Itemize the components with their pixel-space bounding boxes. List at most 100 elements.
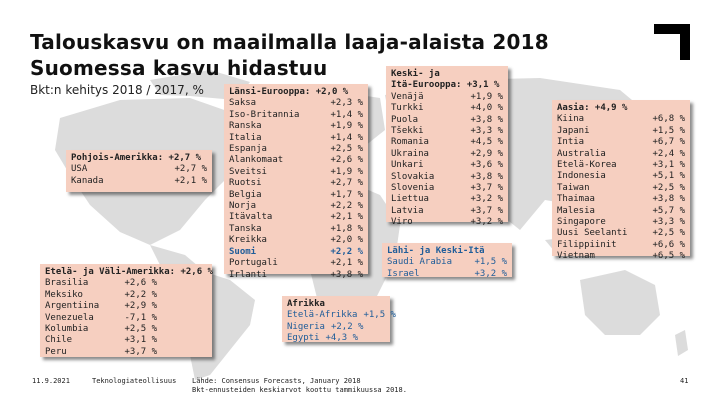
growth-value: +3,6 % <box>470 160 503 171</box>
growth-value: -7,1 % <box>124 312 157 323</box>
country-row: Slovenia +3,7 % <box>391 183 503 194</box>
growth-value: +5,1 % <box>652 171 685 182</box>
growth-value: +2,7 % <box>174 164 207 175</box>
footer-date: 11.9.2021 <box>32 377 70 385</box>
country-name: Puola <box>391 114 419 125</box>
country-name: Singapore <box>557 217 606 228</box>
country-name: Viro <box>391 217 413 228</box>
country-name: Liettua <box>391 194 429 205</box>
country-row: Portugali +2,1 % <box>229 258 363 269</box>
country-name: Turkki <box>391 103 424 114</box>
country-row: Espanja +2,5 % <box>229 144 363 155</box>
country-name: Unkari <box>391 160 424 171</box>
growth-value: +3,2 % <box>470 194 503 205</box>
country-row: Venezuela -7,1 % <box>45 313 157 324</box>
growth-value: +2,9 % <box>124 301 157 312</box>
growth-value: +6,6 % <box>652 239 685 250</box>
region-heading: Pohjois-Amerikka: +2,7 % <box>71 153 202 163</box>
growth-value: +3,7 % <box>124 346 157 357</box>
country-name: Saudi Arabia <box>387 257 453 268</box>
growth-value: +1,5 % <box>474 257 507 268</box>
country-name: Malesia <box>557 205 595 216</box>
country-row: Nigeria +2,2 % <box>287 322 385 333</box>
growth-value: +2,6 % <box>124 278 157 289</box>
growth-value: +2,1 % <box>330 212 363 223</box>
country-row: Saudi Arabia +1,5 % <box>387 257 507 268</box>
country-name: Venezuela <box>45 312 94 323</box>
country-row: Tanska +1,8 % <box>229 224 363 235</box>
growth-value: +1,9 % <box>330 166 363 177</box>
country-row: Peru +3,7 % <box>45 347 157 358</box>
country-row: Liettua +3,2 % <box>391 194 503 205</box>
country-name: Belgia <box>229 189 262 200</box>
growth-value: +3,1 % <box>652 160 685 171</box>
region-heading: Etelä- ja Väli-Amerikka: +2,6 % <box>45 267 213 277</box>
country-name: Brasilia <box>45 278 89 289</box>
country-name: Meksiko <box>45 289 83 300</box>
country-row: Brasilia +2,6 % <box>45 278 157 289</box>
country-name: Sveitsi <box>229 166 267 177</box>
region-box-africa: Afrikka Etelä-Afrikka +1,5 % Nigeria +2,2 %… <box>282 296 396 344</box>
country-row: Tšekki +3,3 % <box>391 126 503 137</box>
country-row: Israel +3,2 % <box>387 269 507 280</box>
country-name: Slovakia <box>391 171 435 182</box>
country-row: Australia +2,4 % <box>557 149 685 160</box>
region-box-middle-east: Lähi- ja Keski-Itä Saudi Arabia +1,5 % Isr… <box>382 243 512 280</box>
country-row: Turkki +4,0 % <box>391 103 503 114</box>
growth-value: +2,2 % <box>330 321 364 332</box>
region-heading-line-1: Keski- ja <box>391 69 440 79</box>
growth-value: +6,7 % <box>652 137 685 148</box>
growth-value: +2,1 % <box>174 175 207 186</box>
growth-value: +2,2 % <box>330 201 363 212</box>
country-row: Singapore +3,3 % <box>557 217 685 228</box>
country-name: Suomi <box>229 246 257 257</box>
country-row: Unkari +3,6 % <box>391 160 503 171</box>
country-name: Portugali <box>229 258 278 269</box>
country-name: USA <box>71 164 88 175</box>
region-box-north-america: Pohjois-Amerikka: +2,7 % USA +2,7 % Kanada… <box>66 150 212 192</box>
page-subtitle: Bkt:n kehitys 2018 / 2017, % <box>30 83 204 97</box>
country-name: Irlanti <box>229 269 267 280</box>
country-name: Uusi Seelanti <box>557 228 628 239</box>
country-name: Intia <box>557 137 585 148</box>
growth-value: +4,0 % <box>470 103 503 114</box>
country-row: Malesia +5,7 % <box>557 206 685 217</box>
country-name: Romania <box>391 137 429 148</box>
footer-org: Teknologiateollisuus <box>92 377 177 385</box>
country-row: Vietnam +6,5 % <box>557 251 685 262</box>
country-row: Meksiko +2,2 % <box>45 290 157 301</box>
country-row: Itävalta +2,1 % <box>229 212 363 223</box>
country-name: Itävalta <box>229 212 273 223</box>
growth-value: +4,3 % <box>325 333 359 344</box>
country-row: Chile +3,1 % <box>45 335 157 346</box>
country-name: Saksa <box>229 98 257 109</box>
country-name: Italia <box>229 132 262 143</box>
country-name: Venäjä <box>391 91 424 102</box>
country-row: Irlanti +3,8 % <box>229 270 363 281</box>
growth-value: +2,5 % <box>652 228 685 239</box>
growth-value: +1,9 % <box>470 91 503 102</box>
growth-value: +3,1 % <box>124 335 157 346</box>
growth-value: +2,6 % <box>330 155 363 166</box>
page-number: 41 <box>680 377 689 385</box>
region-rows: Etelä-Afrikka +1,5 % Nigeria +2,2 % Egypti +4… <box>287 310 396 344</box>
country-name: Alankomaat <box>229 155 284 166</box>
growth-value: +2,4 % <box>652 148 685 159</box>
country-row: Ukraina +2,9 % <box>391 149 503 160</box>
region-box-latin-america: Etelä- ja Väli-Amerikka: +2,6 % Brasilia… <box>40 264 213 358</box>
region-box-western-europe: Länsi-Eurooppa: +2,0 % Saksa +2,3 % Iso-Br… <box>224 84 368 280</box>
country-row: Puola +3,8 % <box>391 115 503 126</box>
country-row: Etelä-Korea +3,1 % <box>557 160 685 171</box>
region-box-eastern-europe: Keski- ja Itä-Eurooppa: +3,1 % Venäjä +1,… <box>386 66 508 227</box>
country-row: Etelä-Afrikka +1,5 % <box>287 310 396 321</box>
growth-value: +1,4 % <box>330 132 363 143</box>
country-row: Latvia +3,7 % <box>391 206 503 217</box>
region-rows: Brasilia +2,6 % Meksiko +2,2 % Argentiina +2,… <box>45 278 157 358</box>
growth-value: +3,8 % <box>652 194 685 205</box>
country-row: Romania +4,5 % <box>391 137 503 148</box>
country-row: Taiwan +2,5 % <box>557 183 685 194</box>
growth-value: +4,5 % <box>470 137 503 148</box>
growth-value: +2,2 % <box>124 289 157 300</box>
growth-value: +3,3 % <box>652 217 685 228</box>
country-row: Norja +2,2 % <box>229 201 363 212</box>
